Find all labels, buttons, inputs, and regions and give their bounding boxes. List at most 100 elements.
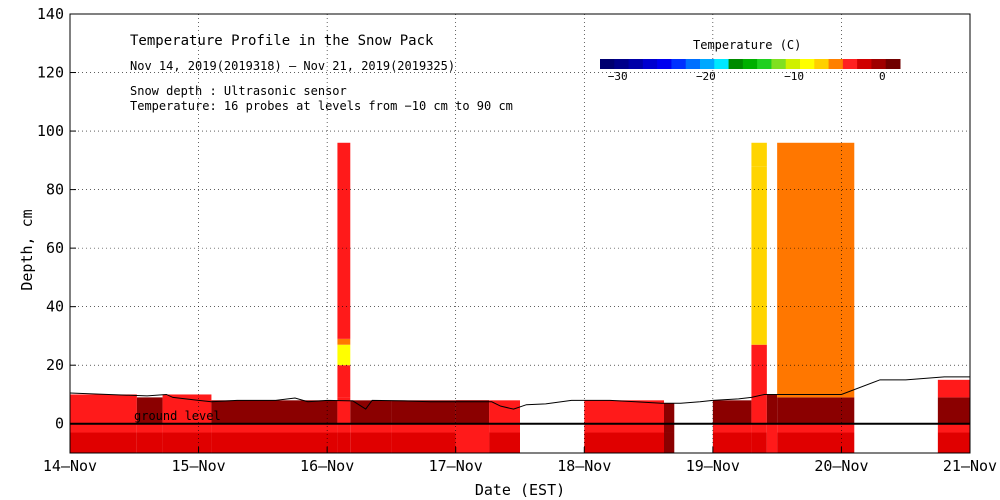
- x-tick-label: 16–Nov: [300, 457, 354, 475]
- heatmap-cell: [664, 403, 675, 433]
- snow-depth-line: [69, 376, 970, 410]
- heatmap-cell: [136, 423, 163, 433]
- colorbar-tick-label: 0: [879, 70, 886, 83]
- colorbar-swatch: [700, 59, 715, 69]
- heatmap-cell: [211, 432, 338, 453]
- colorbar-swatch: [828, 59, 844, 69]
- heatmap-cell: [751, 423, 767, 433]
- heatmap-cell: [391, 432, 456, 453]
- heatmap-cell: [211, 400, 338, 424]
- heatmap-cell: [337, 397, 351, 433]
- colorbar-swatch: [742, 59, 758, 69]
- colorbar-tick-label: −20: [696, 70, 716, 83]
- heatmap-cell: [489, 432, 520, 453]
- heatmap-cell: [712, 400, 752, 424]
- colorbar-swatch: [657, 59, 672, 69]
- heatmap-cell: [162, 423, 212, 433]
- x-tick-label: 15–Nov: [171, 457, 225, 475]
- axis-layer: 0 20 40 60 80 100 120 140 14–Nov 15–Nov 16–Nov 17–N…: [37, 5, 997, 475]
- colorbar: −30 −20 −10 0: [600, 59, 901, 83]
- heatmap-cell: [70, 432, 137, 453]
- colorbar-swatch: [642, 59, 658, 69]
- heatmap-cell: [391, 423, 456, 433]
- heatmap-cell: [751, 166, 767, 345]
- colorbar-swatch: [857, 59, 872, 69]
- heatmap-cell: [584, 432, 664, 453]
- heatmap-cell: [337, 365, 351, 398]
- colorbar-tick-label: −30: [608, 70, 628, 83]
- colorbar-swatch: [885, 59, 901, 69]
- date-range-label: Nov 14, 2019(2019318) — Nov 21, 2019(201…: [130, 59, 455, 73]
- colorbar-swatch: [728, 59, 744, 69]
- heatmap-cell: [751, 142, 767, 167]
- colorbar-title: Temperature (C): [693, 38, 801, 52]
- heatmap-cell: [937, 379, 970, 398]
- heatmap-cell: [350, 400, 392, 424]
- heatmap-cell: [751, 394, 767, 424]
- x-tick-label: 18–Nov: [557, 457, 611, 475]
- heatmap-cell: [391, 400, 456, 424]
- heatmap-cell: [337, 344, 351, 366]
- x-axis-label: Date (EST): [475, 481, 565, 499]
- plot-frame: [69, 13, 971, 454]
- x-tick-label: 21–Nov: [943, 457, 997, 475]
- colorbar-swatch: [814, 59, 830, 69]
- heatmap-cell: [136, 432, 163, 453]
- colorbar-swatch: [842, 59, 858, 69]
- heatmap-cell: [489, 423, 520, 433]
- heatmap-cell: [777, 397, 855, 424]
- snow-depth-note: Snow depth : Ultrasonic sensor: [130, 84, 347, 98]
- heatmap-cell: [162, 432, 212, 453]
- x-tick-label: 14–Nov: [43, 457, 97, 475]
- colorbar-swatch: [628, 59, 644, 69]
- heatmap-cell: [136, 397, 163, 424]
- y-tick-label: 20: [46, 356, 64, 374]
- heatmap-cell: [489, 400, 520, 424]
- heatmap-cell: [584, 423, 664, 433]
- y-tick-label: 60: [46, 239, 64, 257]
- heatmap-cell: [337, 432, 351, 453]
- heatmap-cell: [455, 423, 490, 453]
- x-tick-label: 17–Nov: [429, 457, 483, 475]
- colorbar-swatch: [600, 59, 615, 69]
- y-tick-label: 0: [55, 415, 64, 433]
- y-tick-label: 140: [37, 5, 64, 23]
- colorbar-swatch: [757, 59, 772, 69]
- heatmap-cell: [777, 142, 855, 398]
- heatmap-cell: [766, 394, 778, 424]
- y-tick-label: 40: [46, 298, 64, 316]
- heatmap-cell: [937, 397, 970, 424]
- ground-level-label: ground level: [134, 409, 221, 423]
- heatmap-cell: [937, 423, 970, 433]
- heatmap-cell: [766, 423, 778, 453]
- heatmap-cell: [777, 432, 855, 453]
- y-tick-label: 100: [37, 122, 64, 140]
- heatmap-cell: [350, 423, 392, 433]
- heatmap-cell: [664, 432, 675, 453]
- snow-depth-layer: [69, 376, 970, 425]
- heatmap-cell: [455, 400, 490, 424]
- heatmap-cell: [777, 423, 855, 433]
- y-axis-label: Depth, cm: [18, 209, 36, 290]
- chart-title: Temperature Profile in the Snow Pack: [130, 33, 434, 49]
- heatmap-cell: [712, 423, 752, 433]
- colorbar-swatch: [614, 59, 630, 69]
- heatmap-cell: [337, 142, 351, 339]
- colorbar-swatch: [685, 59, 701, 69]
- x-tick-label: 20–Nov: [814, 457, 868, 475]
- heatmap-cell: [712, 432, 752, 453]
- heatmap-cell: [751, 344, 767, 395]
- heatmap-cell: [70, 394, 137, 424]
- heatmap-cell: [350, 432, 392, 453]
- colorbar-swatch: [800, 59, 815, 69]
- heatmap-cell: [70, 423, 137, 433]
- x-tick-label: 19–Nov: [686, 457, 740, 475]
- temperature-note: Temperature: 16 probes at levels from −1…: [130, 99, 513, 113]
- colorbar-swatch: [671, 59, 687, 69]
- colorbar-swatch: [771, 59, 787, 69]
- colorbar-swatch: [714, 59, 730, 69]
- colorbar-swatch: [871, 59, 887, 69]
- y-tick-label: 120: [37, 64, 64, 82]
- heatmap-cell: [751, 432, 767, 453]
